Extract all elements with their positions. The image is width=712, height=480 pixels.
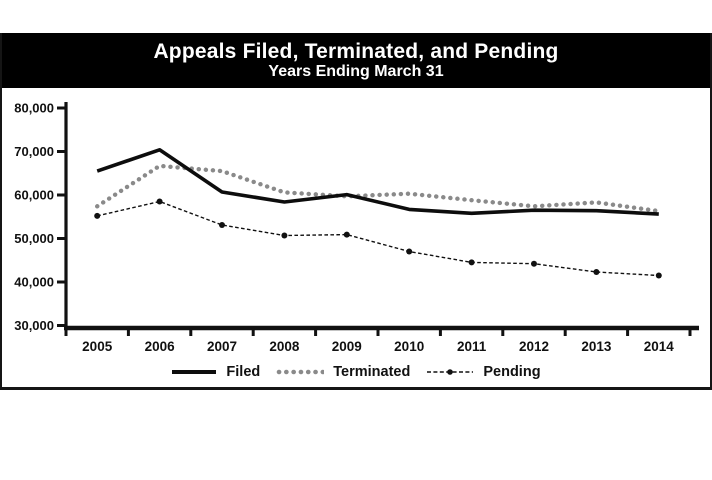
series-line-pending — [97, 200, 659, 277]
chart-figure: Appeals Filed, Terminated, and Pending Y… — [0, 33, 712, 390]
series-marker-pending — [531, 260, 537, 267]
y-axis-tick-label: 50,000 — [14, 231, 54, 246]
x-axis-tick-label: 2007 — [207, 339, 237, 354]
chart-title-bar: Appeals Filed, Terminated, and Pending Y… — [2, 33, 710, 88]
legend-label-pending: Pending — [483, 364, 541, 380]
x-axis-tick-label: 2008 — [269, 339, 300, 354]
legend-swatch-pending-line — [427, 369, 474, 375]
series-marker-pending — [156, 198, 163, 205]
plot-area: 80,000 70,000 60,000 50,000 40,000 30,000 2005… — [2, 88, 710, 360]
series-line-filed — [96, 147, 659, 216]
y-axis-tick-label: 30,000 — [14, 318, 54, 333]
x-axis-tick-label: 2011 — [457, 339, 487, 354]
series-marker-pending — [655, 272, 662, 279]
x-axis-tick-label: 2014 — [644, 339, 675, 354]
legend-item-pending: Pending — [426, 364, 541, 380]
legend-swatch-filed-line — [172, 370, 217, 374]
series-marker-pending — [281, 232, 288, 239]
y-axis-tick-label: 80,000 — [14, 101, 54, 116]
x-axis-tick-label: 2009 — [332, 339, 362, 354]
legend-label-filed: Filed — [226, 364, 261, 380]
series-line-terminated — [94, 163, 661, 214]
x-axis-tick-label: 2013 — [581, 339, 612, 354]
legend-item-terminated: Terminated — [276, 364, 410, 380]
x-axis-tick-label: 2012 — [519, 339, 549, 354]
series-marker-pending — [593, 268, 600, 275]
series-marker-pending — [219, 222, 225, 229]
line-chart: 80,000 70,000 60,000 50,000 40,000 30,000 2005… — [14, 101, 699, 354]
chart-subtitle: Years Ending March 31 — [268, 62, 444, 80]
x-axis-tick-label: 2010 — [394, 339, 424, 354]
y-axis-tick-label: 70,000 — [14, 144, 54, 159]
series-marker-pending — [406, 248, 413, 255]
legend-item-filed: Filed — [171, 364, 260, 380]
legend: Filed Terminated Pending — [2, 360, 710, 384]
legend-swatch-terminated-line — [276, 369, 325, 375]
y-axis-tick-label: 40,000 — [14, 275, 54, 290]
x-axis-tick-label: 2006 — [145, 339, 176, 354]
chart-title: Appeals Filed, Terminated, and Pending — [153, 39, 559, 63]
series-marker-pending — [94, 212, 101, 219]
y-axis-tick-label: 60,000 — [14, 188, 54, 203]
legend-label-terminated: Terminated — [333, 364, 411, 380]
series-marker-pending — [468, 259, 475, 266]
x-axis-tick-label: 2005 — [82, 339, 113, 354]
series-marker-pending — [343, 231, 350, 238]
